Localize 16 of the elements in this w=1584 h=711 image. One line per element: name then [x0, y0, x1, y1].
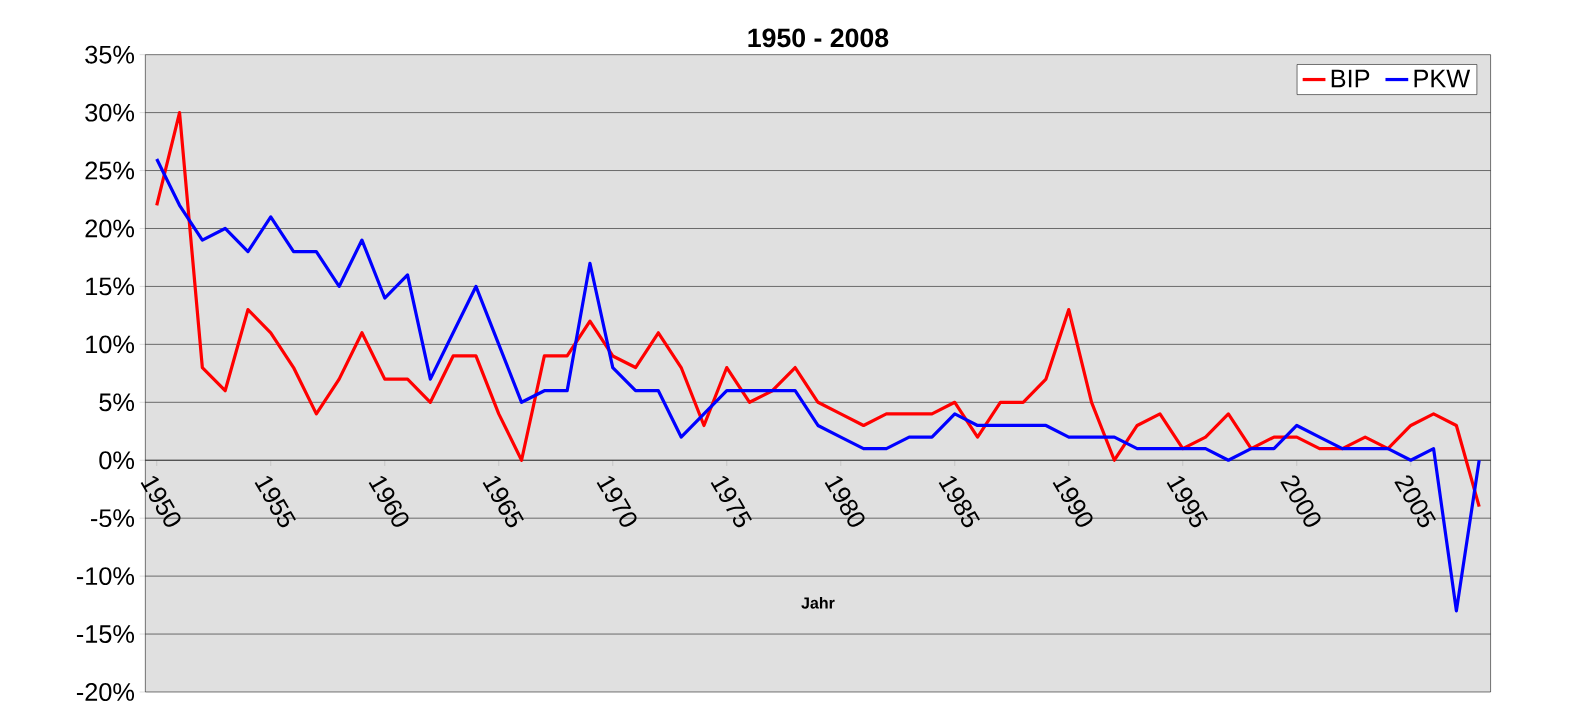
x-axis-title: Jahr	[801, 597, 835, 609]
legend-label: BIP	[1331, 70, 1370, 88]
y-tick-label: 5%	[99, 393, 135, 412]
chart-title: 1950 - 2008	[748, 28, 889, 48]
y-tick-label: 25%	[85, 161, 135, 180]
y-tick-label: 0%	[99, 451, 135, 470]
y-tick-label: 15%	[86, 277, 135, 296]
y-tick-label: -5%	[91, 509, 135, 528]
y-tick-label: -20%	[76, 683, 135, 702]
legend-label: PKW	[1414, 70, 1471, 88]
y-tick-label: -15%	[76, 625, 135, 644]
y-tick-label: -10%	[76, 567, 135, 586]
y-tick-label: 30%	[85, 103, 135, 122]
y-tick-label: 35%	[85, 45, 135, 64]
y-tick-label: 20%	[85, 219, 135, 238]
y-tick-label: 10%	[86, 335, 135, 354]
